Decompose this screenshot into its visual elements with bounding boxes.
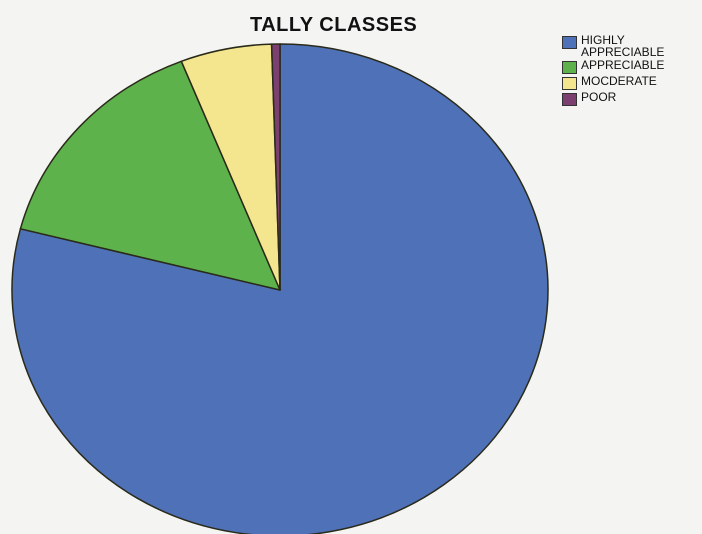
legend-item: HIGHLY APPRECIABLE [562, 34, 682, 58]
pie-slice [270, 43, 281, 291]
legend-label: MOCDERATE [581, 74, 657, 88]
legend-swatch [562, 77, 577, 90]
legend-label: HIGHLY APPRECIABLE [581, 33, 665, 59]
legend: HIGHLY APPRECIABLE APPRECIABLE MOCDERATE PO… [562, 34, 682, 107]
legend-label: APPRECIABLE [581, 58, 665, 72]
legend-label: POOR [581, 90, 617, 104]
chart-title: TALLY CLASSES [250, 14, 418, 36]
legend-item: POOR [562, 91, 682, 106]
legend-swatch [562, 36, 577, 49]
pie-slice [19, 60, 281, 291]
legend-swatch [562, 61, 577, 74]
legend-item: APPRECIABLE [562, 59, 682, 74]
legend-swatch [562, 93, 577, 106]
legend-item: MOCDERATE [562, 75, 682, 90]
